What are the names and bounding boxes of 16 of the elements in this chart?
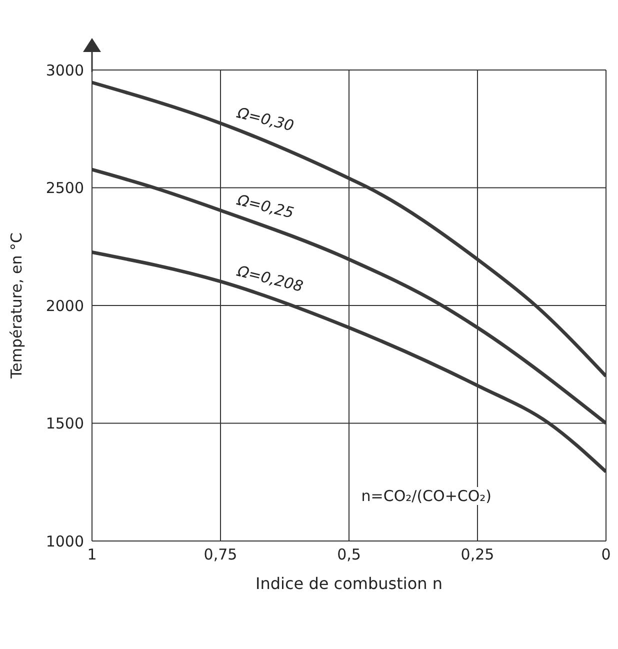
x-tick-label: 0 [601, 546, 611, 564]
y-axis-title: Température, en °C [7, 232, 26, 380]
text: Ω=0,208 [234, 262, 305, 296]
text: Ω=0,30 [234, 103, 296, 135]
x-tick-label: 0,25 [460, 546, 494, 564]
text: Ω=0,25 [234, 190, 296, 222]
y-tick-label: 2000 [46, 296, 84, 315]
y-tick-label: 2500 [46, 179, 84, 198]
x-axis-title: Indice de combustion n [256, 574, 442, 593]
x-tick-label: 0,5 [337, 546, 361, 564]
x-tick-label: 1 [87, 546, 97, 564]
y-tick-label: 3000 [46, 61, 84, 80]
y-tick-label: 1500 [46, 414, 84, 433]
x-tick-label: 0,75 [204, 546, 238, 564]
annotation: n=CO₂/(CO+CO₂) [359, 486, 494, 505]
y-tick-label: 1000 [46, 532, 84, 550]
